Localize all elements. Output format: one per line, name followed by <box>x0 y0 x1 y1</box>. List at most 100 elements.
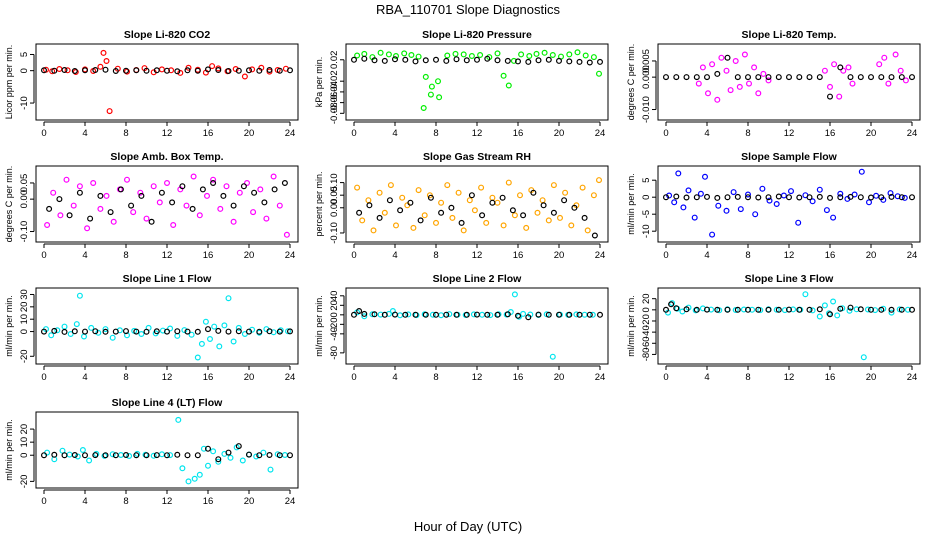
x-tick-label: 8 <box>433 128 438 139</box>
data-point <box>412 58 419 65</box>
data-point <box>847 304 854 311</box>
data-point <box>795 219 802 226</box>
y-tick-label: 10 <box>19 437 30 448</box>
data-point <box>673 305 680 312</box>
data-point <box>392 311 399 318</box>
data-point <box>448 204 455 211</box>
data-point <box>223 183 230 190</box>
data-point <box>205 445 212 452</box>
data-point <box>177 69 184 76</box>
data-point <box>500 222 507 229</box>
data-point <box>525 314 532 321</box>
x-tick-label: 20 <box>554 372 565 383</box>
x-tick-label: 0 <box>351 372 356 383</box>
data-point <box>150 452 157 459</box>
x-tick-label: 24 <box>595 128 606 139</box>
data-point <box>81 452 88 459</box>
data-point <box>857 194 864 201</box>
data-point <box>158 66 165 73</box>
data-point <box>189 205 196 212</box>
y-tick-label: 20 <box>19 302 30 313</box>
x-axis: 0 4 8 12 16 20 24 <box>663 243 917 261</box>
series-sample_flow <box>666 168 908 238</box>
data-point <box>435 78 442 85</box>
panel-5: Slope Gas Stream RH0 4 8 12 16 20 24-0.100.000… <box>314 151 609 261</box>
data-point <box>773 306 780 313</box>
data-point <box>471 207 478 214</box>
x-tick-label: 4 <box>82 496 87 507</box>
y-tick-label: 10 <box>19 314 30 325</box>
data-point <box>198 340 205 347</box>
plot-frame <box>657 287 921 365</box>
series-line_flow <box>664 291 911 361</box>
data-point <box>143 67 150 74</box>
data-point <box>185 478 192 485</box>
y-tick-label: -20 <box>641 314 652 328</box>
data-point <box>888 309 895 316</box>
data-point <box>276 67 283 74</box>
x-tick-label: 0 <box>41 496 46 507</box>
data-point <box>158 451 165 458</box>
data-point <box>381 57 388 64</box>
data-point <box>898 194 905 201</box>
data-point <box>354 184 361 191</box>
data-point <box>849 80 856 87</box>
x-tick-label: 12 <box>472 128 483 139</box>
data-point <box>755 306 762 313</box>
x-tick-label: 8 <box>433 250 438 261</box>
x-tick-label: 20 <box>244 372 255 383</box>
data-point <box>415 53 422 60</box>
data-point <box>714 306 721 313</box>
data-point <box>504 57 511 64</box>
data-point <box>878 74 885 81</box>
panel-6: Slope Sample Flow 0 4 8 12 16 20 24 -10 -5 0 5 ml/mi… <box>626 151 921 261</box>
data-point <box>263 215 270 222</box>
y-axis-label: degrees C per min. <box>4 166 14 243</box>
data-point <box>95 329 102 336</box>
data-point <box>500 72 507 79</box>
data-point <box>205 326 212 333</box>
data-point <box>474 311 481 318</box>
data-point <box>809 198 816 205</box>
data-point <box>535 311 542 318</box>
data-point <box>744 74 751 81</box>
data-point <box>581 214 588 221</box>
data-point <box>484 55 491 62</box>
x-tick-label: 8 <box>745 372 750 383</box>
series-magenta <box>695 51 909 103</box>
x-tick-label: 4 <box>82 128 87 139</box>
data-point <box>92 328 99 335</box>
data-point <box>573 311 580 318</box>
data-point <box>427 194 434 201</box>
data-point <box>766 197 773 204</box>
data-point <box>438 199 445 206</box>
data-point <box>796 194 803 201</box>
data-point <box>541 49 548 56</box>
data-point <box>806 306 813 313</box>
y-tick-label: -10 <box>641 224 652 238</box>
plot-frame <box>657 165 921 243</box>
data-point <box>718 54 725 61</box>
data-point <box>183 202 190 209</box>
data-point <box>494 199 501 206</box>
data-point <box>836 93 843 100</box>
data-point <box>691 214 698 221</box>
data-point <box>107 209 114 216</box>
data-point <box>164 452 171 459</box>
data-point <box>46 205 53 212</box>
data-point <box>834 312 841 319</box>
data-point <box>796 306 803 313</box>
data-point <box>595 70 602 77</box>
x-tick-label: 12 <box>162 250 173 261</box>
y-axis-label: ml/min per min. <box>626 295 636 357</box>
data-point <box>235 443 242 450</box>
data-point <box>847 193 854 200</box>
x-tick-label: 16 <box>513 250 524 261</box>
data-point <box>723 67 730 74</box>
data-point <box>595 177 602 184</box>
data-point <box>550 209 557 216</box>
plot-frame <box>657 43 921 121</box>
y-tick-label: 20 <box>19 424 30 435</box>
data-point <box>196 471 203 478</box>
data-point <box>449 214 456 221</box>
